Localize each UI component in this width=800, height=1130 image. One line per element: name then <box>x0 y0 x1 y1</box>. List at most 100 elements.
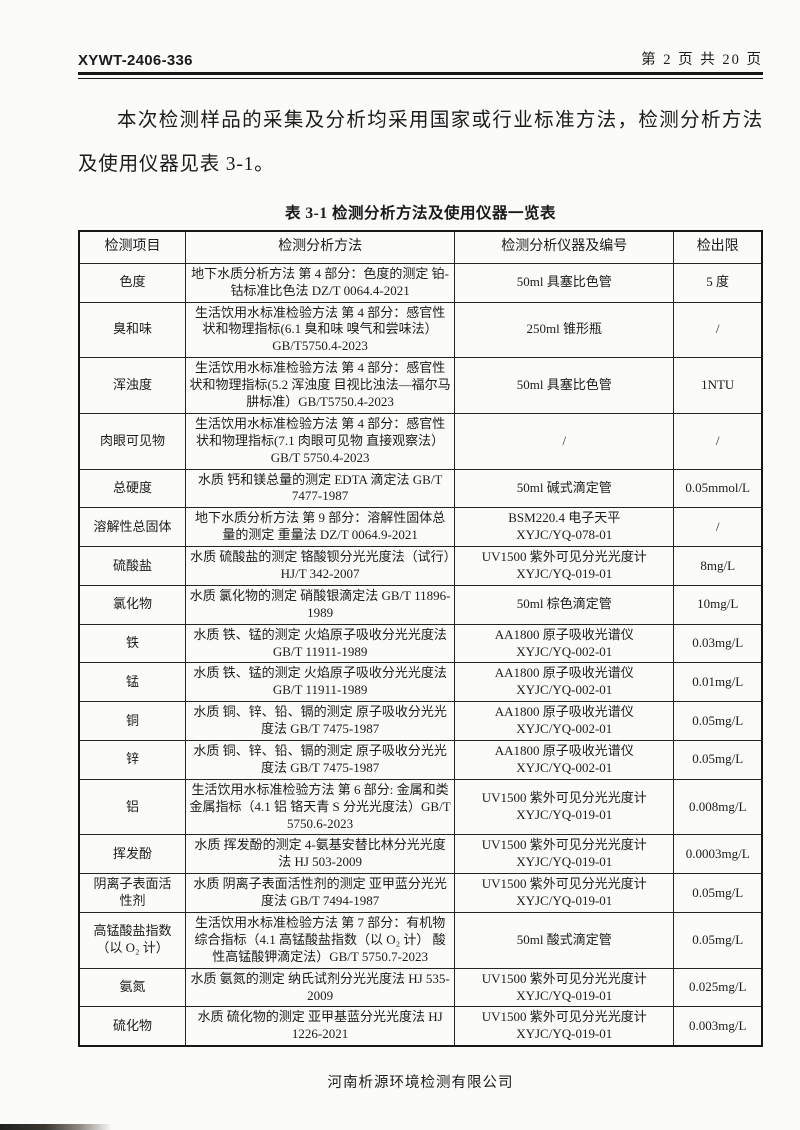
cell-method: 生活饮用水标准检验方法 第 4 部分：感官性状和物理指标(5.2 浑浊度 目视比… <box>185 357 456 414</box>
cell-method: 地下水质分析方法 第 4 部分：色度的测定 铂-钴标准比色法 DZ/T 0064… <box>185 262 456 303</box>
cell-method: 地下水质分析方法 第 9 部分：溶解性固体总量的测定 重量法 DZ/T 0064… <box>185 507 456 548</box>
cell-method: 生活饮用水标准检验方法 第 4 部分：感官性状和物理指标(6.1 臭和味 嗅气和… <box>185 301 456 359</box>
table-row: 色度 地下水质分析方法 第 4 部分：色度的测定 铂-钴标准比色法 DZ/T 00… <box>78 262 763 303</box>
cell-limit: 0.05mg/L <box>673 912 763 969</box>
cell-instrument: AA1800 原子吸收光谱仪 XYJC/YQ-002-01 <box>454 662 675 703</box>
cell-item: 浑浊度 <box>78 357 187 414</box>
table-row: 总硬度 水质 钙和镁总量的测定 EDTA 滴定法 GB/T 7477-1987 50… <box>78 468 763 509</box>
cell-limit: 0.05mg/L <box>673 740 763 780</box>
cell-method: 水质 挥发酚的测定 4-氨基安替比林分光光度法 HJ 503-2009 <box>185 834 456 875</box>
page-number-info: 第 2 页 共 20 页 <box>641 52 763 68</box>
table-header-row: 检测项目 检测分析方法 检测分析仪器及编号 检出限 <box>78 230 763 264</box>
table-row: 铜水质 铜、锌、铅、镉的测定 原子吸收分光光度法 GB/T 7475-1987 A… <box>78 701 763 742</box>
cell-limit: 0.003mg/L <box>673 1006 763 1047</box>
cell-item: 锌 <box>78 740 187 780</box>
cell-item: 氯化物 <box>78 584 187 625</box>
cell-instrument: 50ml 具塞比色管 <box>454 357 675 414</box>
cell-method: 水质 钙和镁总量的测定 EDTA 滴定法 GB/T 7477-1987 <box>185 468 456 509</box>
cell-instrument: UV1500 紫外可见分光光度计 XYJC/YQ-019-01 <box>454 834 675 875</box>
methods-table: 检测项目 检测分析方法 检测分析仪器及编号 检出限 色度 地下水质分析方法 第 4… <box>78 229 763 1048</box>
cell-method: 水质 铜、锌、铅、镉的测定 原子吸收分光光度法 GB/T 7475-1987 <box>185 701 456 742</box>
cell-item: 高锰酸盐指数 （以 O₂ 计） <box>78 912 187 969</box>
cell-instrument: 250ml 锥形瓶 <box>454 301 675 359</box>
header-rule-thick <box>78 72 763 75</box>
cell-instrument: AA1800 原子吸收光谱仪 XYJC/YQ-002-01 <box>454 701 675 742</box>
cell-limit: 0.01mg/L <box>673 662 763 703</box>
cell-item: 挥发酚 <box>78 834 187 875</box>
cell-limit: 8mg/L <box>673 546 763 586</box>
scan-artifact <box>0 1124 112 1130</box>
cell-item: 总硬度 <box>78 468 187 509</box>
cell-method: 水质 氯化物的测定 硝酸银滴定法 GB/T 11896-1989 <box>185 584 456 625</box>
doc-number: XYWT-2406-336 <box>78 52 193 69</box>
cell-instrument: BSM220.4 电子天平 XYJC/YQ-078-01 <box>454 507 675 548</box>
methods-table-body: 色度 地下水质分析方法 第 4 部分：色度的测定 铂-钴标准比色法 DZ/T 00… <box>78 262 763 1047</box>
cell-method: 水质 铜、锌、铅、镉的测定 原子吸收分光光度法 GB/T 7475-1987 <box>185 740 456 780</box>
cell-item: 阴离子表面活 性剂 <box>78 873 187 914</box>
cell-method: 生活饮用水标准检验方法 第 7 部分：有机物综合指标（4.1 高锰酸盐指数（以 … <box>185 912 456 969</box>
cell-instrument: UV1500 紫外可见分光光度计 XYJC/YQ-019-01 <box>454 873 675 914</box>
header-rule-thin <box>78 78 763 79</box>
cell-limit: 0.05mg/L <box>673 701 763 742</box>
table-row: 肉眼可见物 生活饮用水标准检验方法 第 4 部分：感官性状和物理指标(7.1 肉眼… <box>78 412 763 470</box>
cell-method: 生活饮用水标准检验方法 第 4 部分：感官性状和物理指标(7.1 肉眼可见物 直… <box>185 412 456 470</box>
cell-method: 生活饮用水标准检验方法 第 6 部分: 金属和类金属指标（4.1 铝 铬天青 S… <box>185 778 456 836</box>
cell-limit: 10mg/L <box>673 584 763 625</box>
table-row: 锰水质 铁、锰的测定 火焰原子吸收分光光度法 GB/T 11911-1989 AA… <box>78 662 763 703</box>
cell-limit: / <box>673 301 763 359</box>
cell-item: 肉眼可见物 <box>78 412 187 470</box>
col-header-instrument: 检测分析仪器及编号 <box>454 230 675 264</box>
cell-method: 水质 铁、锰的测定 火焰原子吸收分光光度法 GB/T 11911-1989 <box>185 662 456 703</box>
table-row: 锌水质 铜、锌、铅、镉的测定 原子吸收分光光度法 GB/T 7475-1987 A… <box>78 740 763 780</box>
table-title: 表 3-1 检测分析方法及使用仪器一览表 <box>285 204 556 222</box>
header-rule <box>78 72 763 79</box>
cell-item: 臭和味 <box>78 301 187 359</box>
cell-item: 氨氮 <box>78 967 187 1008</box>
cell-instrument: UV1500 紫外可见分光光度计 XYJC/YQ-019-01 <box>454 778 675 836</box>
cell-instrument: 50ml 具塞比色管 <box>454 262 675 303</box>
cell-instrument: UV1500 紫外可见分光光度计 XYJC/YQ-019-01 <box>454 1006 675 1047</box>
cell-limit: 0.05mmol/L <box>673 468 763 509</box>
cell-instrument: UV1500 紫外可见分光光度计 XYJC/YQ-019-01 <box>454 546 675 586</box>
table-row: 高锰酸盐指数 （以 O₂ 计） 生活饮用水标准检验方法 第 7 部分：有机物综合指… <box>78 912 763 969</box>
cell-instrument: AA1800 原子吸收光谱仪 XYJC/YQ-002-01 <box>454 740 675 780</box>
company-footer: 河南析源环境检测有限公司 <box>327 1075 514 1092</box>
cell-limit: 0.0003mg/L <box>673 834 763 875</box>
page-header: XYWT-2406-336 第 2 页 共 20 页 <box>78 48 763 69</box>
table-row: 铁水质 铁、锰的测定 火焰原子吸收分光光度法 GB/T 11911-1989 AA… <box>78 623 763 664</box>
intro-paragraph: 本次检测样品的采集及分析均采用国家或行业标准方法，检测分析方法及使用仪器见表 3… <box>78 110 763 175</box>
table-row: 臭和味 生活饮用水标准检验方法 第 4 部分：感官性状和物理指标(6.1 臭和味 … <box>78 301 763 359</box>
cell-limit: 5 度 <box>673 262 763 303</box>
cell-item: 色度 <box>78 262 187 303</box>
cell-item: 硫化物 <box>78 1006 187 1047</box>
cell-item: 铝 <box>78 778 187 836</box>
table-row: 氯化物 水质 氯化物的测定 硝酸银滴定法 GB/T 11896-1989 50ml … <box>78 584 763 625</box>
cell-method: 水质 硫酸盐的测定 铬酸钡分光光度法（试行）HJ/T 342-2007 <box>185 546 456 586</box>
cell-item: 铁 <box>78 623 187 664</box>
cell-limit: 0.008mg/L <box>673 778 763 836</box>
cell-limit: 0.025mg/L <box>673 967 763 1008</box>
table-row: 阴离子表面活 性剂 水质 阴离子表面活性剂的测定 亚甲蓝分光光度法 GB/T 74… <box>78 873 763 914</box>
col-header-method: 检测分析方法 <box>185 230 456 264</box>
table-row: 浑浊度 生活饮用水标准检验方法 第 4 部分：感官性状和物理指标(5.2 浑浊度 … <box>78 357 763 414</box>
table-row: 硫酸盐 水质 硫酸盐的测定 铬酸钡分光光度法（试行）HJ/T 342-2007 UV… <box>78 546 763 586</box>
table-row: 挥发酚 水质 挥发酚的测定 4-氨基安替比林分光光度法 HJ 503-2009 UV… <box>78 834 763 875</box>
cell-instrument: / <box>454 412 675 470</box>
cell-item: 铜 <box>78 701 187 742</box>
cell-method: 水质 硫化物的测定 亚甲基蓝分光光度法 HJ 1226-2021 <box>185 1006 456 1047</box>
cell-instrument: AA1800 原子吸收光谱仪 XYJC/YQ-002-01 <box>454 623 675 664</box>
cell-item: 锰 <box>78 662 187 703</box>
cell-item: 硫酸盐 <box>78 546 187 586</box>
cell-instrument: 50ml 碱式滴定管 <box>454 468 675 509</box>
table-row: 氨氮 水质 氨氮的测定 纳氏试剂分光光度法 HJ 535-2009 UV1500 紫… <box>78 967 763 1008</box>
table-row: 硫化物 水质 硫化物的测定 亚甲基蓝分光光度法 HJ 1226-2021 UV150… <box>78 1006 763 1047</box>
cell-instrument: 50ml 棕色滴定管 <box>454 584 675 625</box>
cell-item: 溶解性总固体 <box>78 507 187 548</box>
cell-limit: / <box>673 412 763 470</box>
col-header-item: 检测项目 <box>78 230 187 264</box>
cell-instrument: UV1500 紫外可见分光光度计 XYJC/YQ-019-01 <box>454 967 675 1008</box>
cell-limit: 0.05mg/L <box>673 873 763 914</box>
cell-limit: / <box>673 507 763 548</box>
cell-limit: 1NTU <box>673 357 763 414</box>
